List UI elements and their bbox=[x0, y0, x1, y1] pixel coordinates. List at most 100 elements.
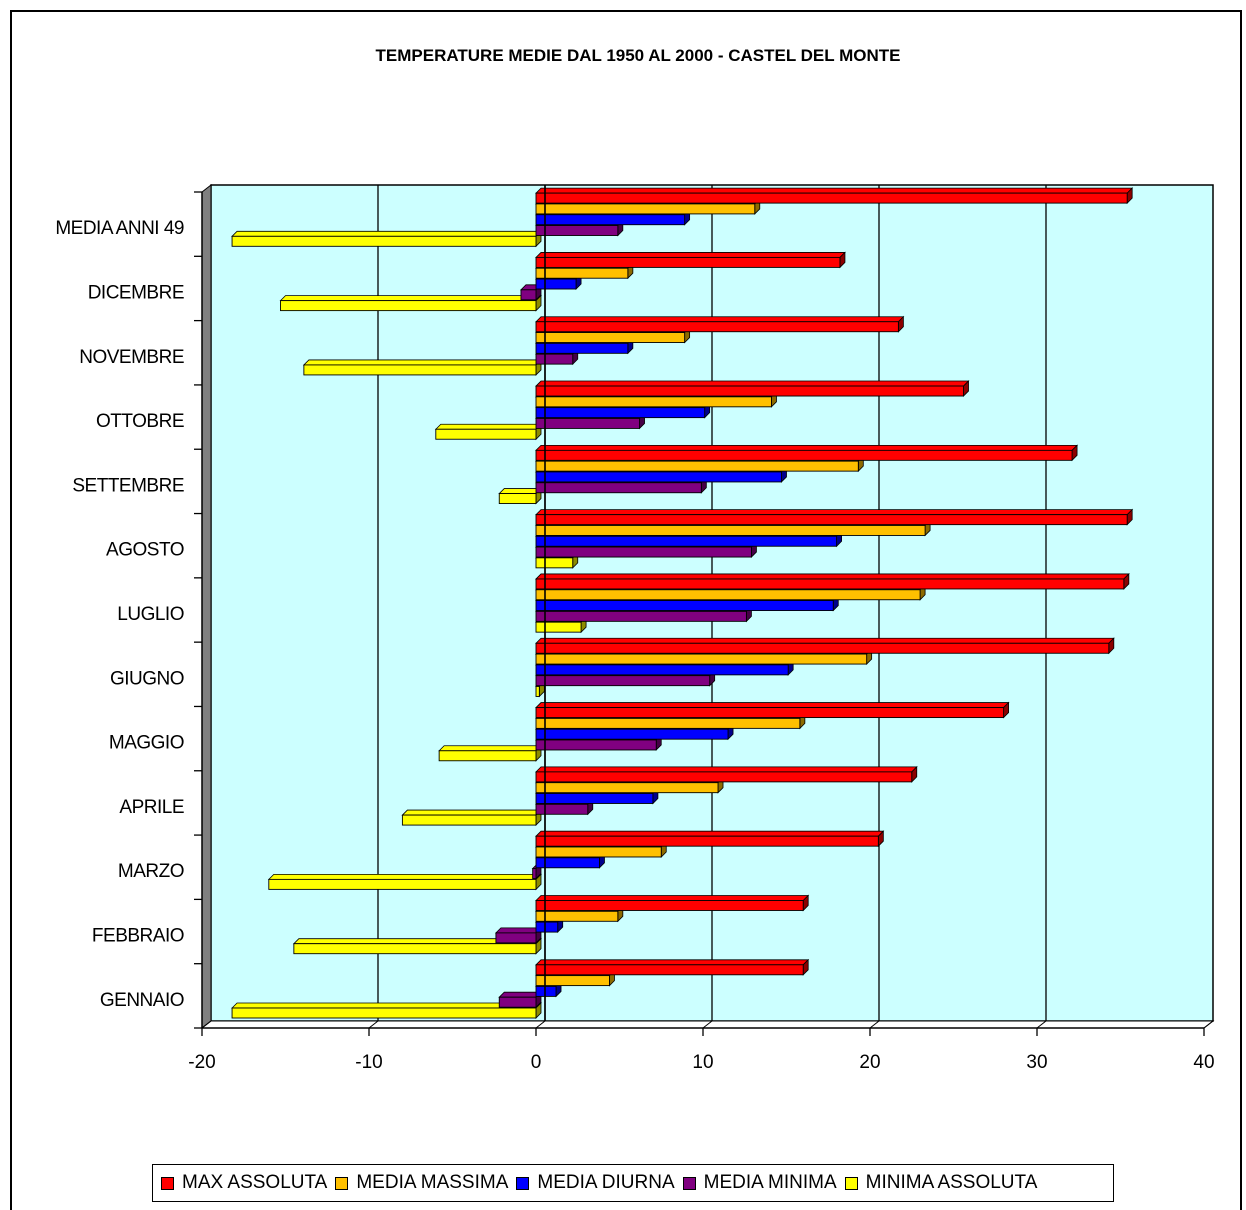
bar-top bbox=[535, 895, 810, 901]
bar bbox=[520, 289, 537, 301]
bar bbox=[535, 739, 657, 751]
bar bbox=[293, 943, 537, 955]
bar-top bbox=[279, 295, 542, 302]
bar bbox=[535, 975, 610, 987]
bar bbox=[498, 493, 537, 504]
bar-top bbox=[498, 488, 542, 494]
bar bbox=[535, 203, 756, 215]
category-label: AGOSTO bbox=[106, 540, 184, 561]
bar bbox=[535, 782, 719, 794]
bar bbox=[535, 846, 662, 858]
bar-top bbox=[535, 702, 1010, 708]
bar bbox=[498, 996, 537, 1008]
bar bbox=[535, 482, 702, 494]
legend-item: MINIMA ASSOLUTA bbox=[844, 1172, 1038, 1194]
bar bbox=[535, 396, 772, 408]
bar bbox=[535, 857, 600, 869]
bar-top bbox=[535, 637, 1115, 644]
bar bbox=[535, 256, 841, 268]
bar-top bbox=[535, 316, 905, 323]
bar-top bbox=[535, 573, 1130, 580]
bar bbox=[535, 192, 1128, 204]
bar-top bbox=[438, 745, 542, 752]
bar bbox=[535, 524, 926, 536]
bar bbox=[231, 1007, 537, 1019]
bar bbox=[535, 621, 582, 633]
bar-top bbox=[434, 423, 542, 430]
chart-frame bbox=[10, 10, 1242, 1210]
bar bbox=[401, 814, 537, 826]
bar bbox=[535, 600, 834, 612]
floor-gridline bbox=[1203, 1020, 1214, 1029]
bar bbox=[535, 460, 859, 472]
bar bbox=[535, 342, 629, 354]
legend-item: MAX ASSOLUTA bbox=[161, 1172, 327, 1194]
legend-swatch bbox=[844, 1176, 858, 1190]
plot-area: -20 -10 0 10 20 30 40 GENNAIO FEBBRAIO MARZO APRIL… bbox=[55, 183, 1215, 1073]
bar bbox=[535, 653, 868, 665]
bar-top bbox=[535, 509, 1134, 516]
bar-top bbox=[535, 766, 918, 773]
category-label: OTTOBRE bbox=[96, 411, 184, 432]
bar-top bbox=[535, 959, 810, 966]
bar bbox=[495, 932, 537, 944]
x-tick-label: -20 bbox=[188, 1052, 215, 1073]
legend-swatch bbox=[516, 1176, 530, 1190]
legend-swatch bbox=[161, 1176, 174, 1190]
floor-gridline bbox=[201, 1020, 212, 1029]
bar bbox=[535, 686, 540, 697]
legend-swatch bbox=[335, 1176, 349, 1190]
bar bbox=[535, 793, 654, 804]
bar bbox=[535, 407, 706, 419]
legend: MAX ASSOLUTA MEDIA MASSIMA MEDIA DIURNA MED… bbox=[152, 1164, 1114, 1202]
chart-title: TEMPERATURE MEDIE DAL 1950 AL 2000 - CAS… bbox=[376, 46, 901, 65]
legend-swatch bbox=[682, 1176, 696, 1190]
legend-label: MEDIA MASSIMA bbox=[356, 1172, 509, 1193]
bar bbox=[268, 878, 537, 890]
bar bbox=[535, 449, 1073, 461]
bar bbox=[535, 557, 574, 569]
bar bbox=[231, 235, 537, 247]
bar bbox=[535, 514, 1128, 526]
category-label: DICEMBRE bbox=[88, 282, 184, 303]
bar bbox=[535, 728, 729, 740]
bar bbox=[532, 868, 537, 880]
bar-top bbox=[302, 359, 542, 366]
floor-gridline bbox=[1036, 1020, 1047, 1029]
x-tick-label: -10 bbox=[355, 1052, 382, 1073]
bar-top bbox=[535, 380, 970, 387]
x-tick-label: 20 bbox=[859, 1052, 880, 1073]
x-tick-label: 0 bbox=[531, 1052, 542, 1073]
bar bbox=[535, 225, 619, 236]
bar bbox=[535, 578, 1125, 590]
bar bbox=[303, 364, 537, 376]
bar bbox=[535, 707, 1005, 719]
bar bbox=[535, 664, 789, 676]
category-label: APRILE bbox=[119, 797, 184, 818]
plot-side-wall bbox=[201, 183, 212, 1030]
bar bbox=[535, 964, 804, 976]
bar bbox=[535, 589, 921, 601]
x-tick-label: 10 bbox=[692, 1052, 713, 1073]
bar bbox=[535, 214, 686, 226]
category-label: GIUGNO bbox=[110, 668, 184, 689]
legend-item: MEDIA MASSIMA bbox=[335, 1172, 508, 1194]
floor-gridline bbox=[368, 1020, 379, 1029]
bar bbox=[535, 267, 629, 279]
bar bbox=[535, 900, 804, 911]
bar bbox=[535, 642, 1110, 654]
bar bbox=[535, 910, 619, 922]
bar-top bbox=[494, 927, 542, 934]
x-tick-label: 30 bbox=[1026, 1052, 1047, 1073]
bar bbox=[535, 771, 913, 783]
bar-top bbox=[535, 187, 1134, 194]
bar-top bbox=[535, 830, 885, 837]
bar bbox=[535, 803, 589, 815]
bar bbox=[280, 300, 537, 312]
floor-gridline bbox=[702, 1020, 713, 1029]
bar-top bbox=[267, 873, 542, 880]
floor-gridline bbox=[535, 1020, 546, 1029]
legend-item: MEDIA DIURNA bbox=[516, 1172, 675, 1194]
bar-top bbox=[498, 991, 542, 998]
legend-label: MINIMA ASSOLUTA bbox=[865, 1172, 1038, 1193]
